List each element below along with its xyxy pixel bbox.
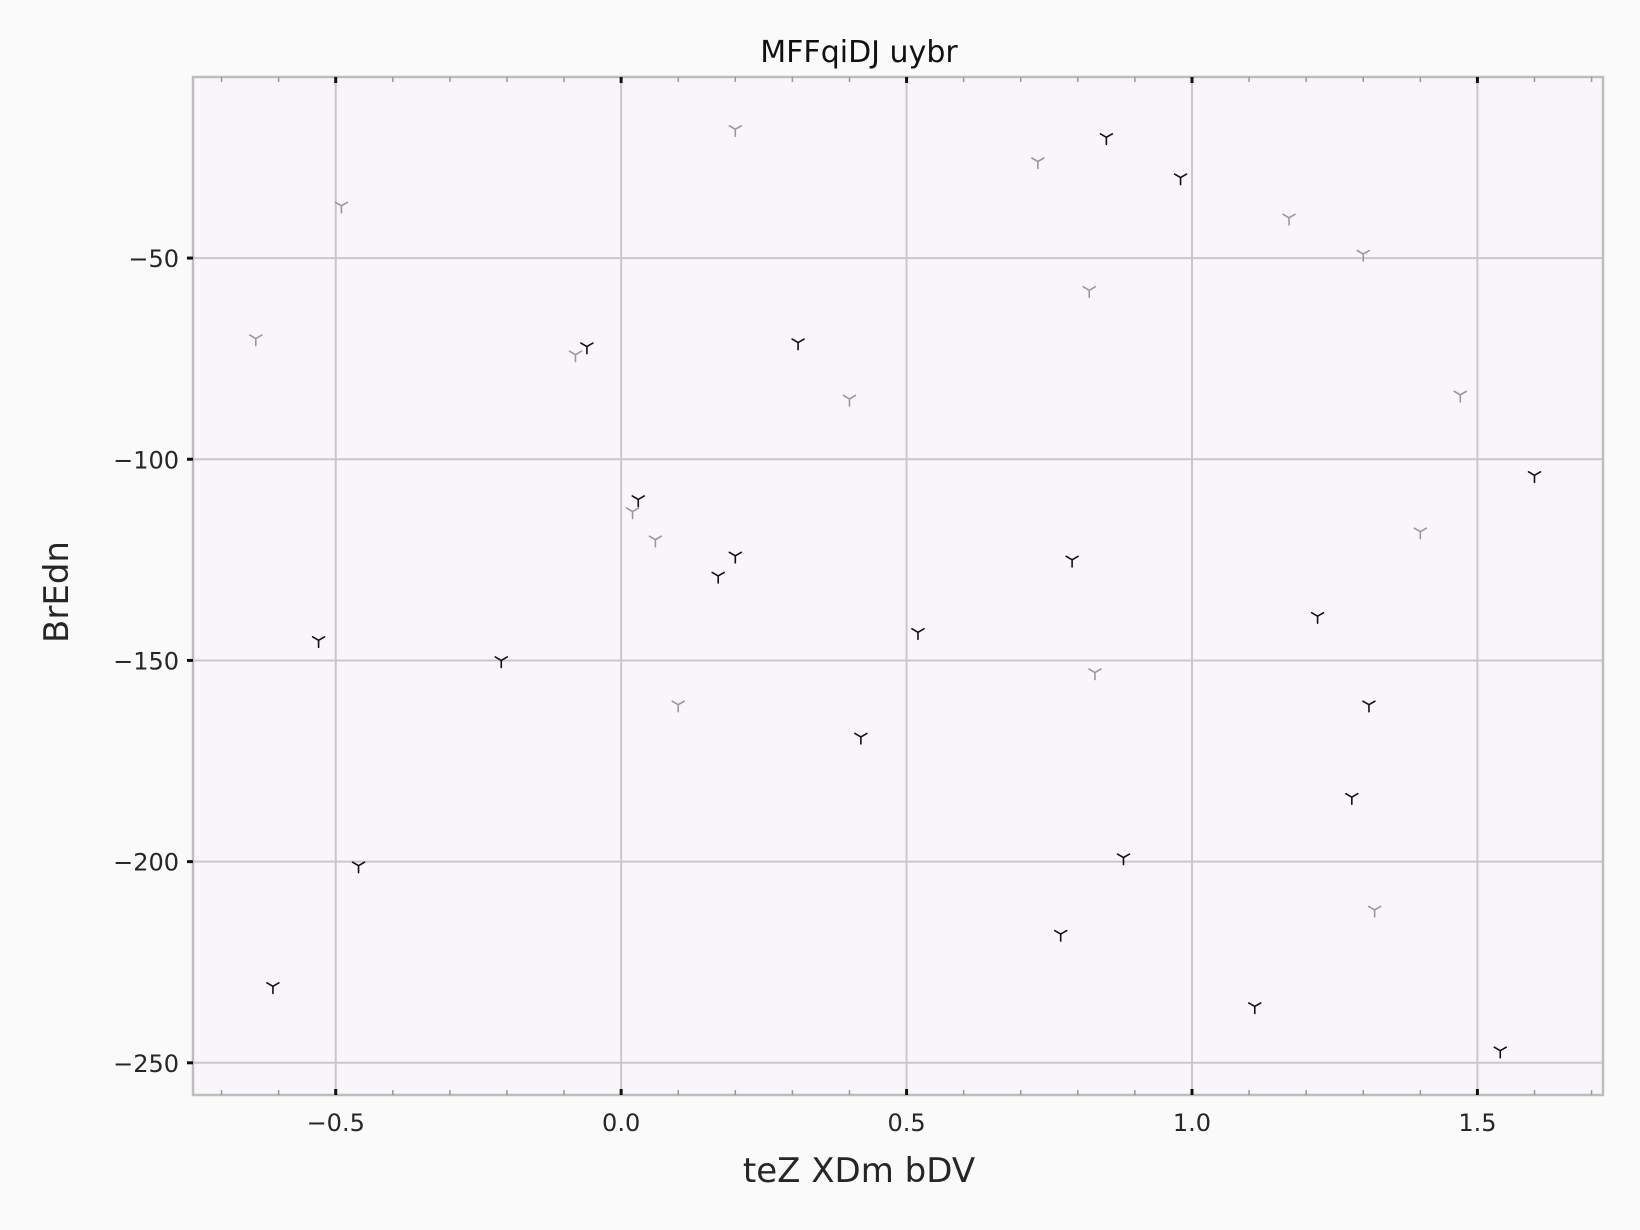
scatter-point xyxy=(568,350,583,363)
scatter-point xyxy=(1527,471,1542,484)
scatter-point xyxy=(1493,1046,1508,1059)
scatter-point xyxy=(648,535,663,548)
x-axis-label: teZ XDm bDV xyxy=(743,1151,975,1191)
y-tick-label: −250 xyxy=(113,1050,179,1078)
scatter-point xyxy=(791,338,805,351)
x-tick-label: 1.5 xyxy=(1458,1109,1496,1137)
scatter-point xyxy=(266,982,280,995)
scatter-point xyxy=(1453,390,1468,403)
scatter-point xyxy=(1082,285,1097,299)
y-tick-label: −150 xyxy=(113,647,179,675)
plot-area xyxy=(193,77,1603,1095)
scatter-point xyxy=(1053,929,1068,942)
scatter-point xyxy=(625,507,640,520)
scatter-point xyxy=(1031,157,1045,170)
scatter-point xyxy=(911,627,925,641)
scatter-point xyxy=(854,732,868,745)
scatter-point xyxy=(311,636,326,649)
scatter-point xyxy=(631,495,646,508)
scatter-point xyxy=(351,861,366,874)
data-points xyxy=(248,125,1542,1059)
scatter-point xyxy=(842,394,857,407)
x-tick-label: −0.5 xyxy=(307,1109,365,1137)
x-tick-label: 0.0 xyxy=(602,1109,640,1137)
scatter-point xyxy=(1173,173,1188,186)
scatter-point xyxy=(1362,700,1376,713)
scatter-point xyxy=(1345,792,1359,806)
scatter-point xyxy=(1282,213,1296,226)
chart-title: MFFqiDJ uybr xyxy=(760,35,958,70)
scatter-point xyxy=(580,342,594,355)
plot-frame xyxy=(191,75,1605,1097)
y-tick-labels: −50 −100 −150 −200 −250 xyxy=(113,245,179,1078)
scatter-point xyxy=(671,700,686,713)
scatter-point xyxy=(334,201,349,214)
scatter-point xyxy=(1413,527,1428,540)
y-tick-label: −100 xyxy=(113,446,179,474)
y-tick-label: −200 xyxy=(113,849,179,877)
x-tick-label: 1.0 xyxy=(1173,1109,1211,1137)
scatter-point xyxy=(248,334,263,347)
scatter-point xyxy=(1356,249,1371,262)
scatter-point xyxy=(1367,905,1382,918)
scatter-point xyxy=(1099,133,1114,146)
x-tick-labels: −0.5 0.0 0.5 1.0 1.5 xyxy=(307,1109,1497,1137)
scatter-point xyxy=(1247,1002,1262,1015)
scatter-point xyxy=(1088,668,1102,681)
scatter-point xyxy=(728,125,743,138)
scatter-point xyxy=(728,551,743,564)
scatter-point xyxy=(494,656,509,669)
scatter-point xyxy=(1116,853,1131,866)
scatter-point xyxy=(1065,555,1079,568)
axis-ticks xyxy=(187,77,1593,1095)
y-axis-label: BrEdn xyxy=(37,541,77,643)
y-tick-label: −50 xyxy=(128,245,179,273)
scatter-point xyxy=(1310,611,1325,624)
grid-lines xyxy=(193,77,1603,1095)
x-tick-label: 0.5 xyxy=(887,1109,925,1137)
scatter-point xyxy=(711,571,725,584)
